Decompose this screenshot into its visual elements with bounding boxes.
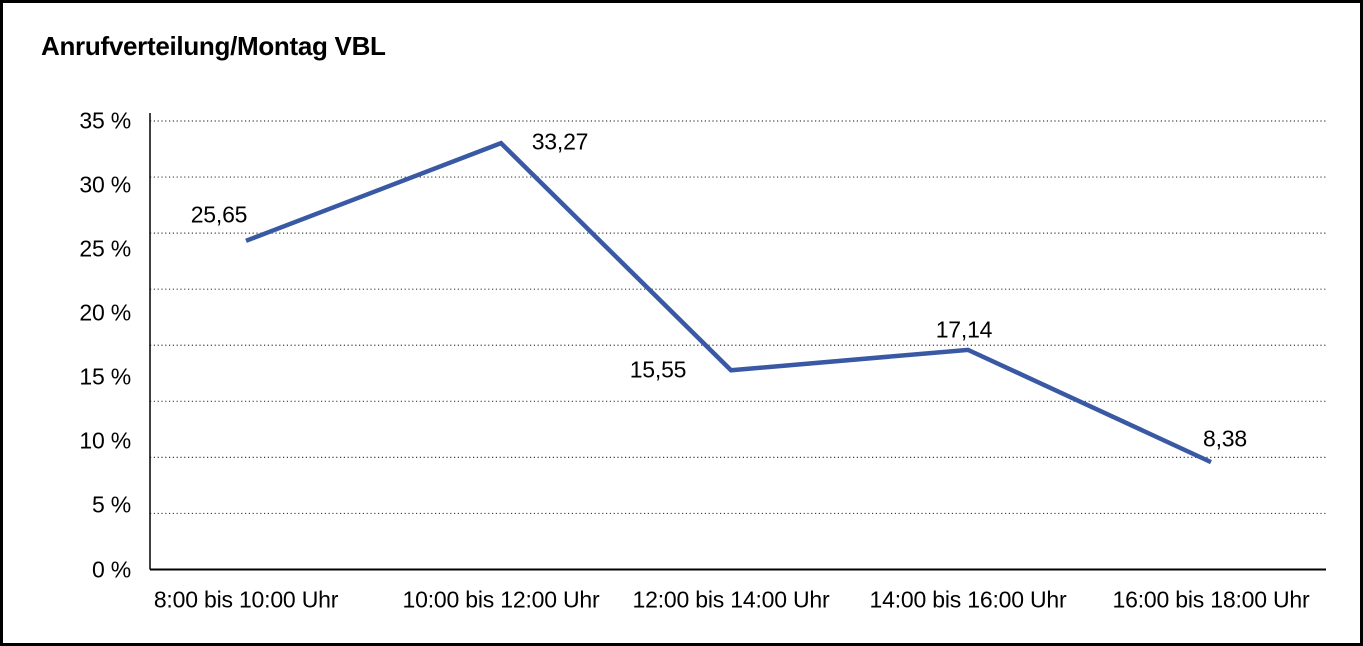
- chart-canvas: [149, 113, 1326, 571]
- data-series-line: [245, 140, 1212, 465]
- chart-title: Anrufverteilung/Montag VBL: [41, 31, 386, 61]
